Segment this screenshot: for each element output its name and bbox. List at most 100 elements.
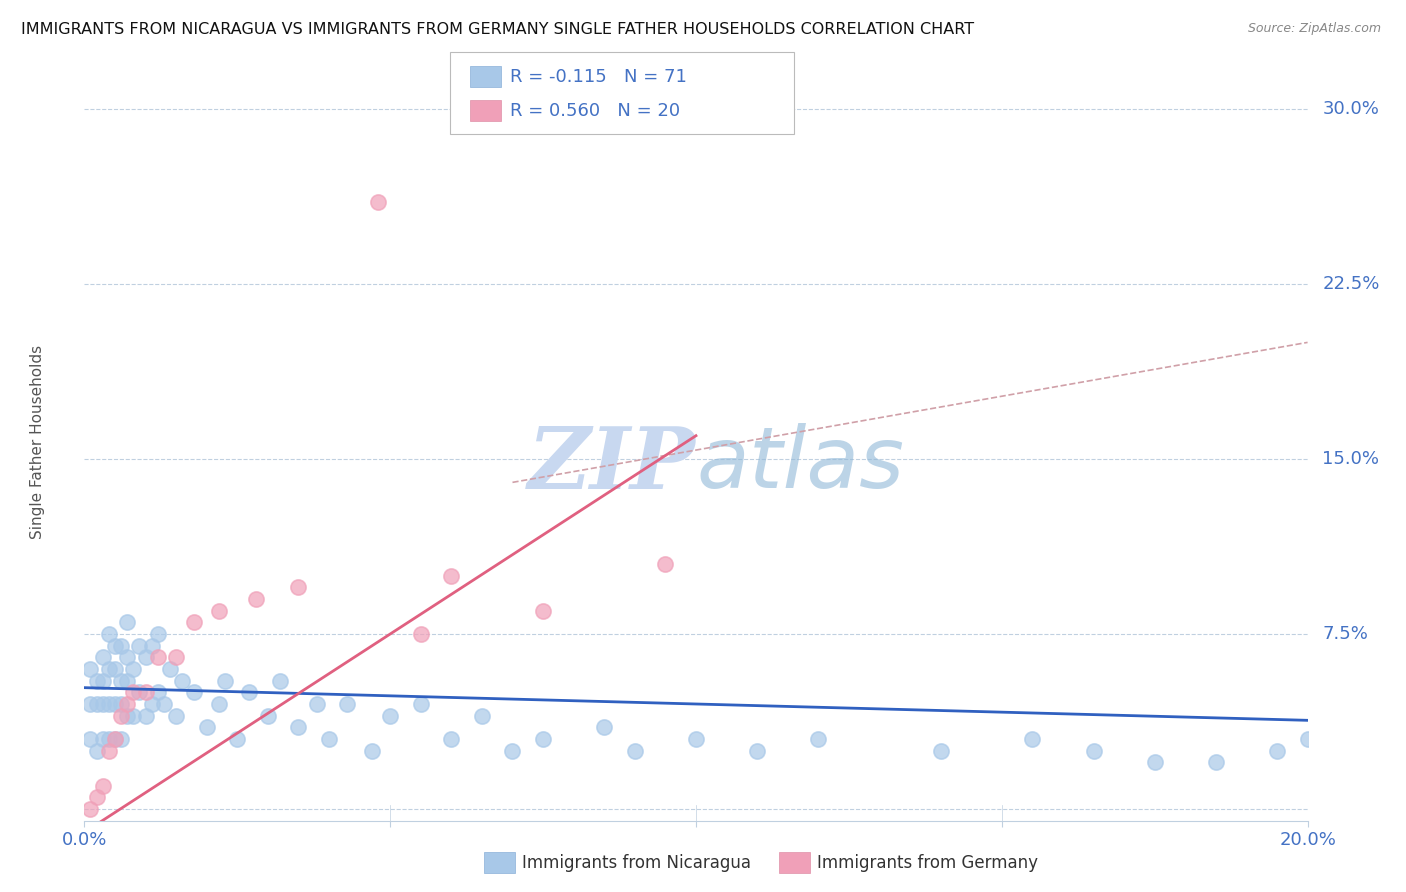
Point (245, 592, 267, 607)
Text: R = -0.115   N = 71: R = -0.115 N = 71 (510, 68, 688, 86)
Point (97, 697, 120, 711)
Point (1265, 744, 1288, 758)
Point (1021, 731, 1043, 746)
Point (91, 673, 114, 688)
Point (135, 708, 157, 723)
Point (86, 697, 108, 711)
Point (214, 673, 236, 688)
Point (409, 697, 432, 711)
Point (269, 673, 291, 688)
Point (104, 662, 127, 676)
Point (380, 708, 402, 723)
Text: 15.0%: 15.0% (1322, 450, 1379, 468)
Point (208, 604, 231, 618)
Point (115, 615, 138, 630)
Point (141, 639, 163, 653)
Point (624, 744, 647, 758)
Point (226, 731, 249, 746)
Point (86, 790, 108, 805)
Point (135, 650, 157, 665)
Text: atlas: atlas (696, 423, 904, 506)
Point (110, 673, 132, 688)
Point (654, 557, 676, 571)
Point (336, 697, 359, 711)
Point (146, 685, 169, 699)
Point (1143, 756, 1166, 770)
Point (110, 731, 132, 746)
Text: 30.0%: 30.0% (1322, 100, 1379, 118)
Point (531, 731, 554, 746)
Text: ZIP: ZIP (529, 423, 696, 506)
Point (110, 697, 132, 711)
Point (367, 195, 389, 210)
Text: Single Father Households: Single Father Households (31, 344, 45, 539)
Point (115, 708, 138, 723)
Point (183, 615, 205, 630)
Point (1083, 744, 1105, 758)
Point (318, 731, 340, 746)
Point (122, 685, 145, 699)
Point (1296, 731, 1319, 746)
Text: 22.5%: 22.5% (1322, 275, 1379, 293)
Point (141, 697, 163, 711)
Point (97, 731, 120, 746)
Point (409, 627, 432, 641)
Text: 7.5%: 7.5% (1322, 625, 1368, 643)
Point (104, 731, 127, 746)
Point (115, 650, 138, 665)
Point (91, 697, 114, 711)
Point (531, 604, 554, 618)
Point (122, 708, 145, 723)
Text: Immigrants from Germany: Immigrants from Germany (817, 854, 1038, 871)
Point (97, 627, 120, 641)
Point (115, 673, 138, 688)
Point (79, 802, 101, 816)
Point (86, 673, 108, 688)
Point (165, 708, 187, 723)
Point (807, 731, 830, 746)
Point (440, 568, 463, 582)
Point (79, 662, 101, 676)
Point (165, 650, 187, 665)
Point (208, 697, 231, 711)
Point (287, 720, 309, 734)
Text: Source: ZipAtlas.com: Source: ZipAtlas.com (1247, 22, 1381, 36)
Point (153, 697, 176, 711)
Point (1205, 756, 1227, 770)
Text: IMMIGRANTS FROM NICARAGUA VS IMMIGRANTS FROM GERMANY SINGLE FATHER HOUSEHOLDS CO: IMMIGRANTS FROM NICARAGUA VS IMMIGRANTS … (21, 22, 974, 37)
Point (97, 662, 120, 676)
Point (122, 662, 145, 676)
Point (685, 731, 707, 746)
Point (128, 685, 150, 699)
Point (91, 779, 114, 793)
Point (287, 580, 309, 594)
Point (97, 744, 120, 758)
Point (471, 708, 494, 723)
Point (79, 731, 101, 746)
Point (104, 731, 127, 746)
Point (440, 731, 463, 746)
Point (91, 731, 114, 746)
Point (91, 650, 114, 665)
Point (135, 685, 157, 699)
Point (128, 639, 150, 653)
Point (146, 627, 169, 641)
Point (929, 744, 952, 758)
Point (86, 744, 108, 758)
Point (238, 685, 260, 699)
Point (360, 744, 382, 758)
Point (110, 708, 132, 723)
Point (257, 708, 280, 723)
Point (159, 662, 181, 676)
Point (747, 744, 769, 758)
Point (172, 673, 194, 688)
Point (593, 720, 616, 734)
Point (305, 697, 328, 711)
Text: Immigrants from Nicaragua: Immigrants from Nicaragua (522, 854, 751, 871)
Point (183, 685, 205, 699)
Point (104, 639, 127, 653)
Point (146, 650, 169, 665)
Point (79, 697, 101, 711)
Point (195, 720, 218, 734)
Point (110, 639, 132, 653)
